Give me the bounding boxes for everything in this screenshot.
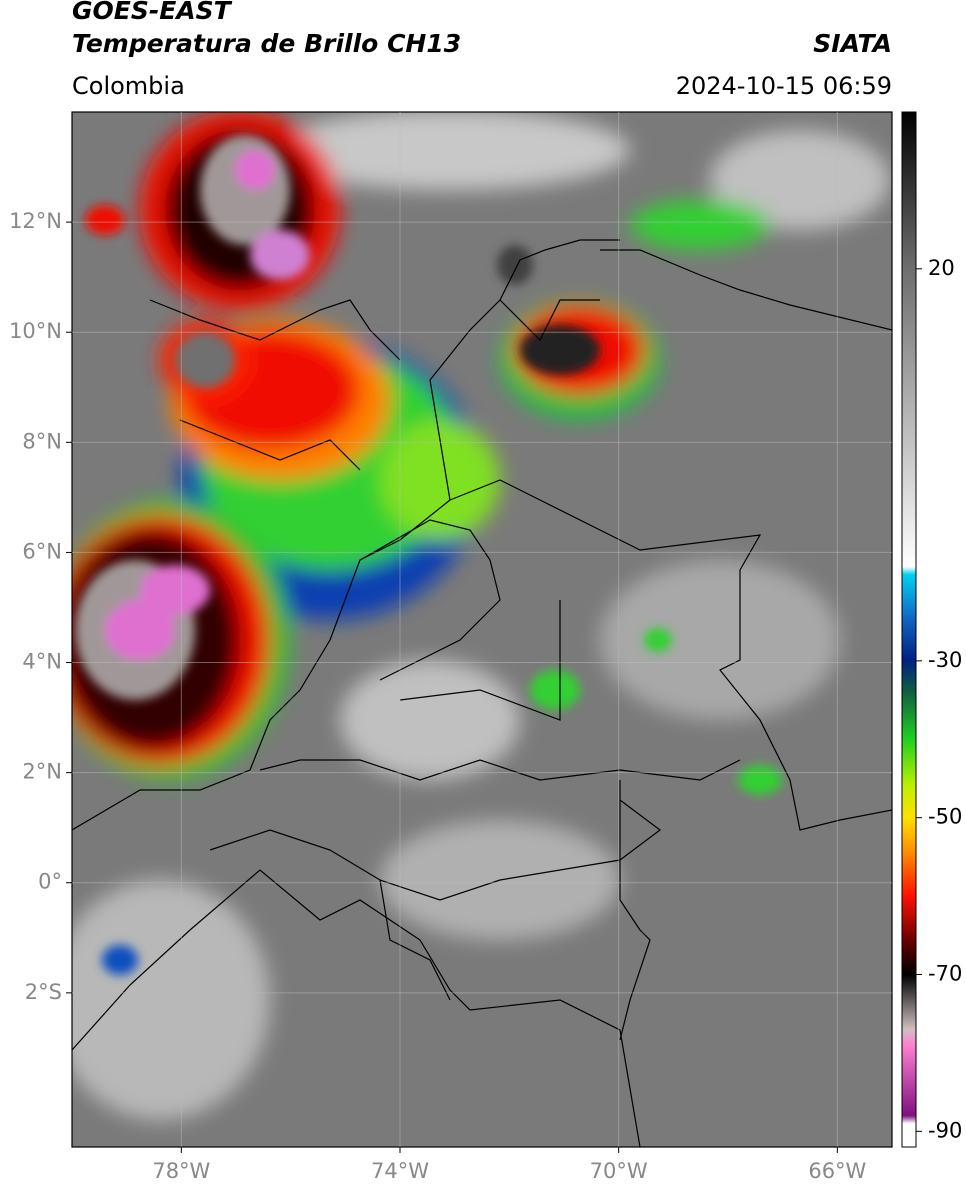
region: Colombia bbox=[72, 72, 185, 100]
map-image bbox=[72, 112, 892, 1147]
map-frame bbox=[71, 111, 893, 1148]
y-tick-label: 4°N bbox=[22, 650, 62, 674]
datetime: 2024-10-15 06:59 bbox=[676, 72, 892, 100]
subtitle: Temperatura de Brillo CH13 bbox=[72, 29, 461, 58]
y-tick-label: 12°N bbox=[9, 209, 62, 233]
y-tick-label: 2°N bbox=[22, 760, 62, 784]
cold-tops bbox=[75, 135, 782, 975]
colorbar-tick-label: -30 bbox=[928, 648, 962, 672]
y-tick-label: 8°N bbox=[22, 429, 62, 453]
y-tick-label: 6°N bbox=[22, 539, 62, 563]
colorbar-tick-label: -50 bbox=[928, 805, 962, 829]
source: SIATA bbox=[813, 29, 892, 58]
colorbar: 20 -30 -50 -70 -90 bbox=[901, 111, 962, 1148]
colorbar-tick-label: -90 bbox=[928, 1118, 962, 1142]
title: GOES-EAST bbox=[72, 0, 233, 25]
y-tick-label: 0° bbox=[38, 870, 62, 894]
colorbar-scale bbox=[901, 111, 917, 1148]
x-tick-label: 66°W bbox=[808, 1159, 866, 1183]
colorbar-tick-label: 20 bbox=[928, 256, 955, 280]
x-tick-label: 78°W bbox=[152, 1159, 210, 1183]
x-tick-label: 70°W bbox=[590, 1159, 648, 1183]
y-tick-label: 2°S bbox=[25, 980, 62, 1004]
y-tick-label: 10°N bbox=[9, 319, 62, 343]
grid: 78°W 74°W 70°W 66°W 12°N 10°N 8°N 6°N 4°N 2°N 0° 2°… bbox=[9, 112, 892, 1183]
colorbar-tick-label: -70 bbox=[928, 962, 962, 986]
x-tick-label: 74°W bbox=[371, 1159, 429, 1183]
